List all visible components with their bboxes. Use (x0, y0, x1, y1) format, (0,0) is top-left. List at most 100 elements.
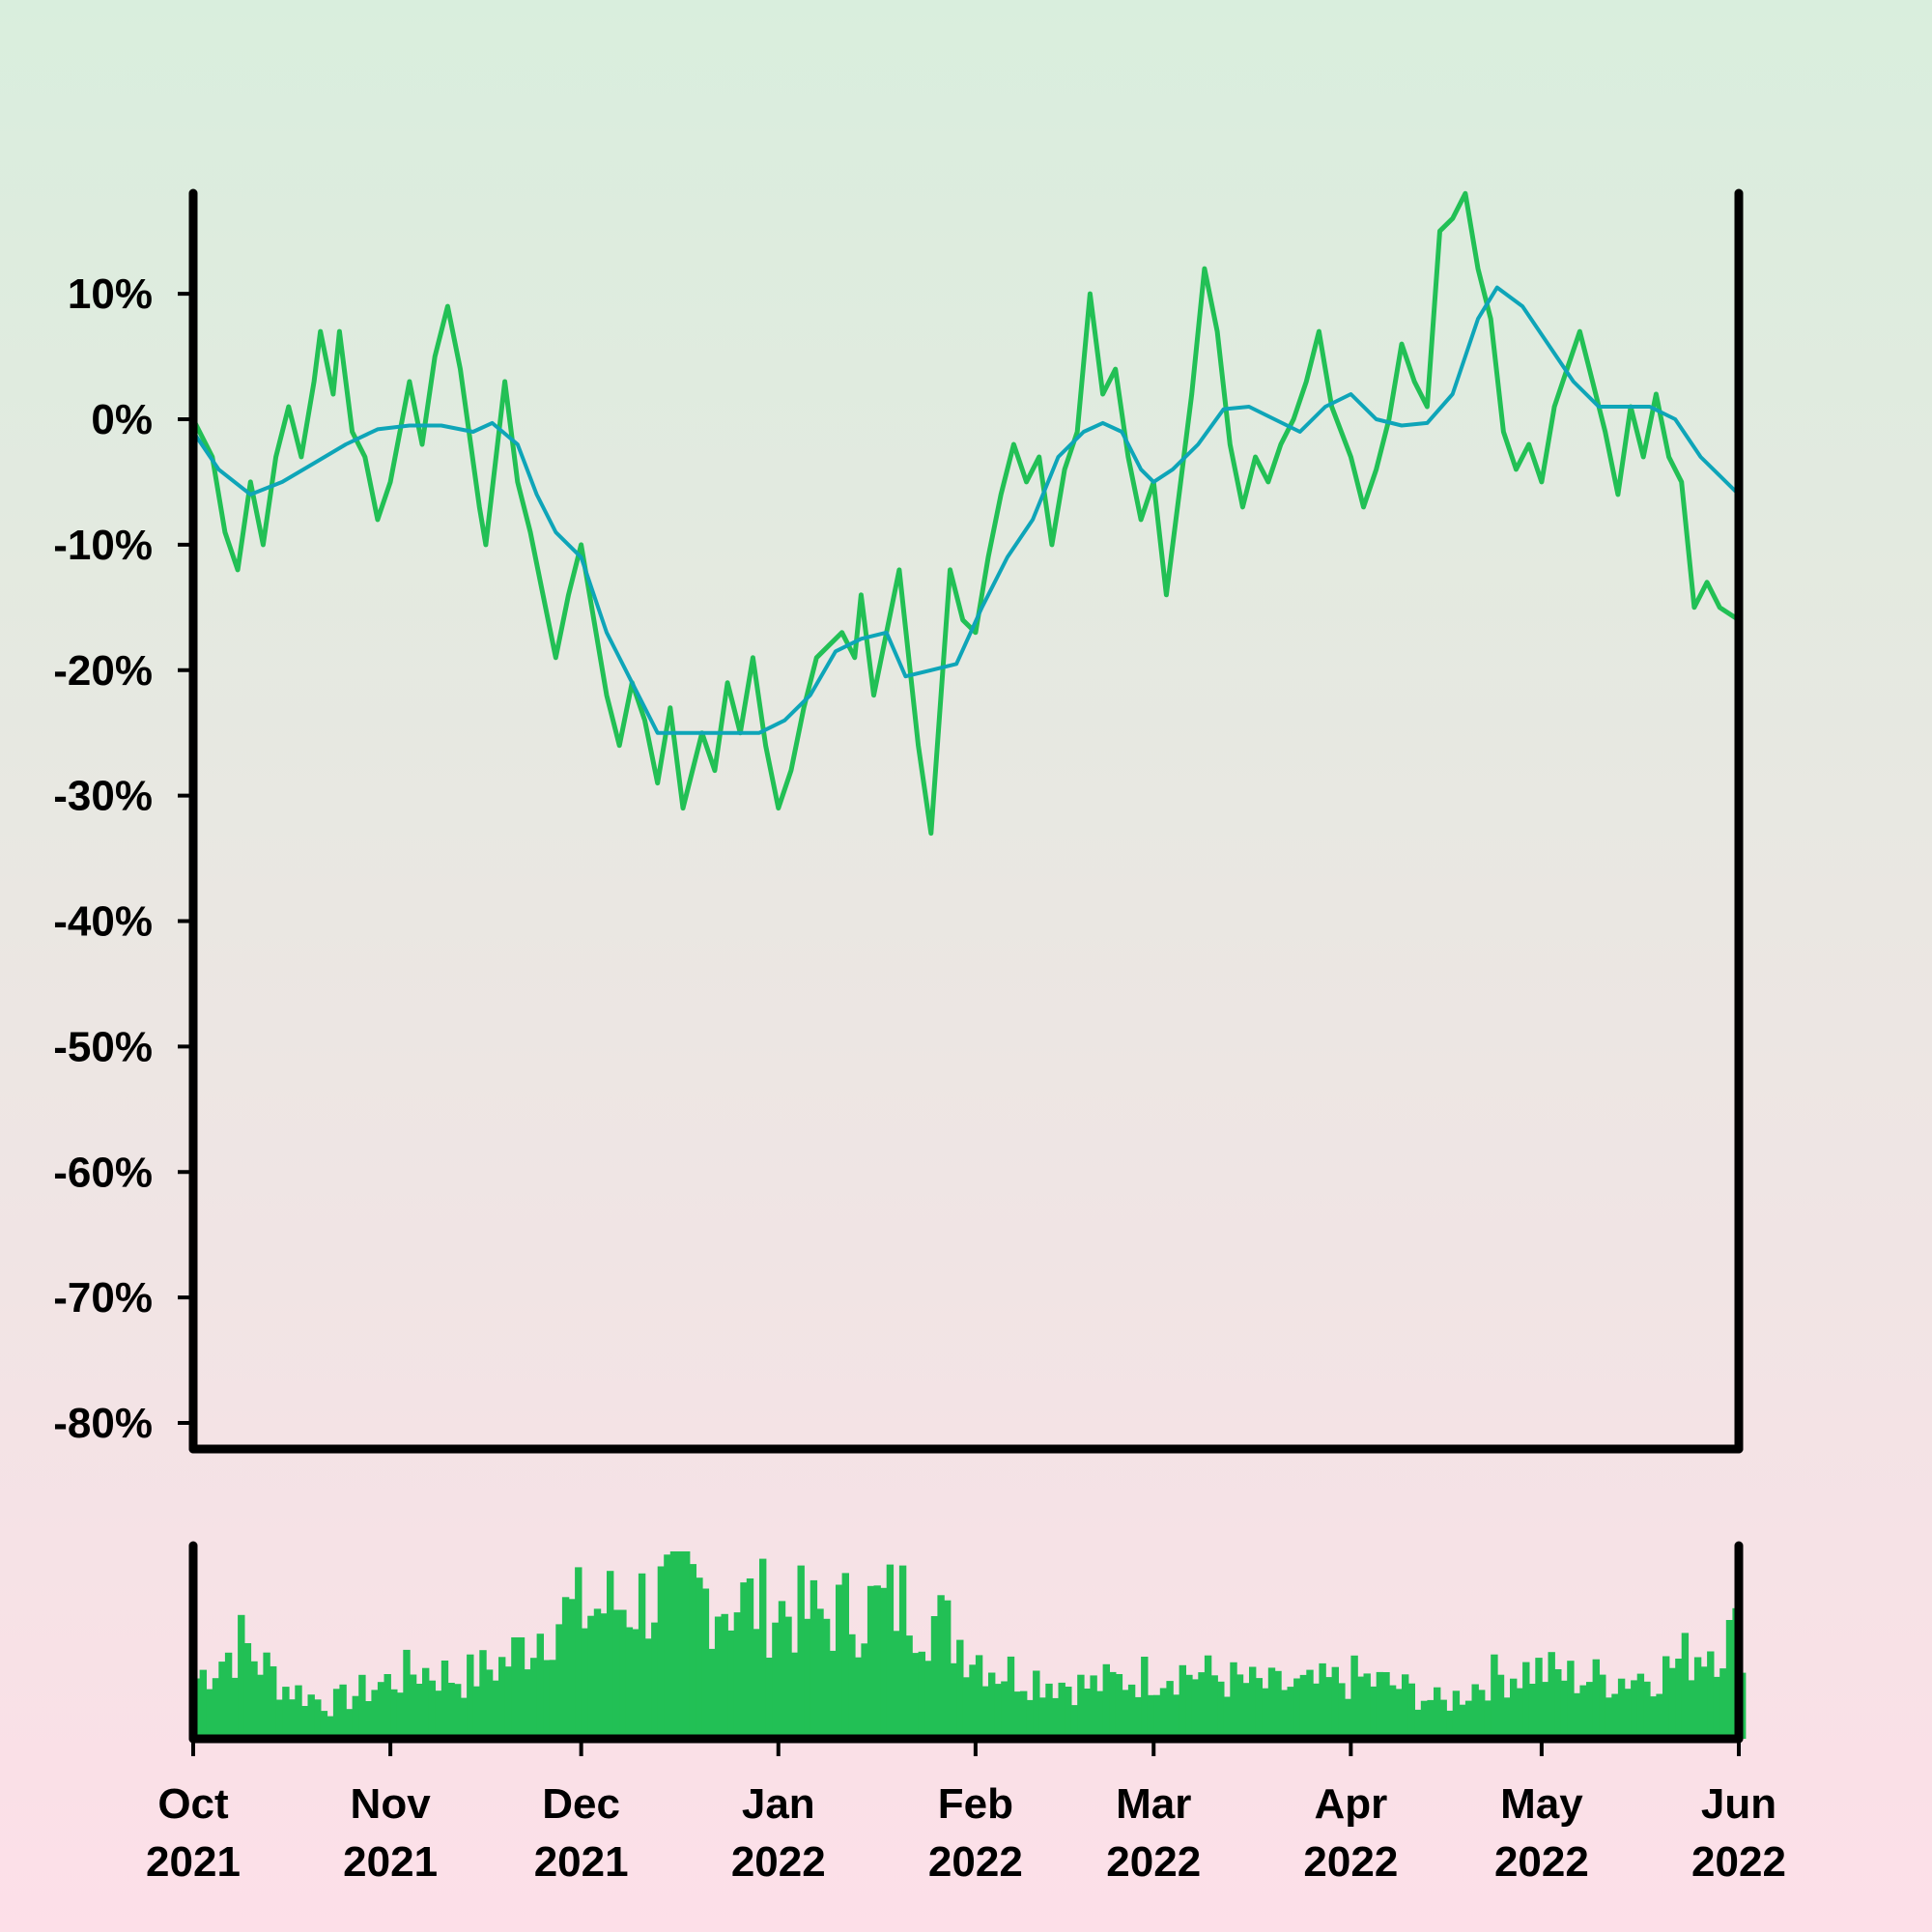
volume-bar (956, 1639, 964, 1739)
volume-bar (696, 1577, 703, 1739)
volume-bar (816, 1608, 824, 1739)
y-tick-label: -30% (53, 773, 153, 820)
x-tick-year: 2022 (1494, 1838, 1589, 1886)
volume-bar (810, 1579, 818, 1739)
volume-bar (422, 1667, 430, 1739)
y-tick-label: -50% (53, 1023, 153, 1070)
volume-bar (320, 1711, 328, 1739)
volume-bar (504, 1666, 512, 1739)
volume-bar (1662, 1656, 1670, 1739)
volume-bar (708, 1648, 716, 1739)
volume-bar (632, 1629, 639, 1739)
volume-bar (848, 1634, 856, 1739)
volume-bar (1395, 1689, 1403, 1739)
volume-bar (263, 1652, 270, 1739)
volume-bar (1491, 1654, 1498, 1739)
volume-bar (1077, 1674, 1085, 1739)
volume-bar (1051, 1697, 1060, 1739)
x-tick-year: 2022 (1691, 1838, 1786, 1886)
volume-bar (669, 1551, 678, 1739)
y-tick-label: -70% (53, 1274, 153, 1321)
volume-bar (1287, 1687, 1294, 1739)
volume-bar (1700, 1666, 1708, 1739)
volume-bar (612, 1609, 620, 1739)
volume-bar (937, 1595, 945, 1739)
x-tick-month: Dec (542, 1780, 620, 1828)
price-panel (190, 190, 1741, 837)
volume-bar (657, 1566, 666, 1739)
volume-bar (1293, 1678, 1301, 1739)
volume-bar (1083, 1689, 1092, 1739)
volume-bar (1636, 1673, 1645, 1739)
volume-bar (981, 1686, 989, 1739)
volume-bar (549, 1660, 557, 1739)
volume-bar (753, 1629, 760, 1739)
volume-bar (746, 1578, 754, 1739)
volume-bar (1236, 1674, 1244, 1739)
volume-bar (199, 1669, 207, 1739)
volume-bar (880, 1587, 888, 1739)
volume-bar (1013, 1691, 1021, 1739)
volume-bar (517, 1637, 526, 1739)
volume-bar (1191, 1679, 1200, 1739)
volume-bar (1656, 1693, 1663, 1739)
volume-bar (1363, 1673, 1371, 1739)
volume-bar (282, 1687, 290, 1739)
volume-bar (256, 1674, 265, 1739)
volume-bar (988, 1672, 996, 1739)
volume-bar (327, 1716, 334, 1739)
volume-bar (1617, 1678, 1626, 1739)
volume-bar (1688, 1680, 1695, 1739)
volume-bar (530, 1658, 538, 1739)
volume-bar (1350, 1655, 1358, 1739)
y-tick-labels: 10% 0% -10% -20% -30% -40% -50% -60% -70% -80% (53, 270, 153, 1447)
volume-bar (307, 1694, 315, 1739)
volume-bar (561, 1597, 570, 1739)
x-tick-labels: Oct 2021 Nov 2021 Dec 2021 Jan 2022 Feb 2022 Mar 20… (146, 1780, 1786, 1886)
volume-bar (332, 1689, 341, 1739)
volume-bar (1528, 1684, 1537, 1739)
price-line (190, 190, 1741, 837)
volume-bar (912, 1653, 920, 1739)
volume-bar (1567, 1661, 1575, 1739)
volume-bar (1198, 1672, 1206, 1739)
volume-bar (1471, 1684, 1479, 1739)
volume-bar (772, 1622, 780, 1739)
y-tick-label: -40% (53, 898, 153, 946)
volume-bar (1134, 1696, 1142, 1739)
x-tick-month: Nov (351, 1780, 432, 1828)
volume-bar (1325, 1677, 1333, 1739)
volume-bar (568, 1599, 576, 1739)
volume-bar (1026, 1699, 1034, 1739)
volume-bar (1579, 1685, 1587, 1739)
volume-bar (1020, 1690, 1028, 1739)
volume-bar (1306, 1669, 1314, 1739)
volume-bar (1280, 1690, 1289, 1739)
volume-bar (1255, 1678, 1263, 1739)
volume-bar (555, 1624, 563, 1739)
volume-bar (581, 1628, 588, 1739)
volume-bar (1159, 1688, 1168, 1739)
volume-bar (492, 1680, 499, 1739)
volume-bar (861, 1643, 868, 1739)
volume-bar (524, 1669, 531, 1739)
volume-bar (206, 1689, 213, 1739)
volume-bar (1554, 1669, 1562, 1739)
volume-bar (1496, 1674, 1505, 1739)
volume-bar (683, 1551, 691, 1739)
y-tick-label: 0% (91, 396, 153, 443)
volume-bar (1707, 1651, 1715, 1739)
volume-bar (390, 1689, 398, 1739)
volume-bar (1693, 1657, 1702, 1739)
volume-bar (1262, 1688, 1269, 1739)
axes (188, 188, 1744, 1756)
volume-bar (1427, 1699, 1435, 1739)
volume-bar (790, 1652, 799, 1739)
volume-bar (250, 1661, 258, 1739)
volume-bar (1070, 1705, 1078, 1739)
volume-bar (797, 1565, 805, 1739)
volume-bar (472, 1686, 481, 1739)
volume-bar (1204, 1655, 1212, 1739)
